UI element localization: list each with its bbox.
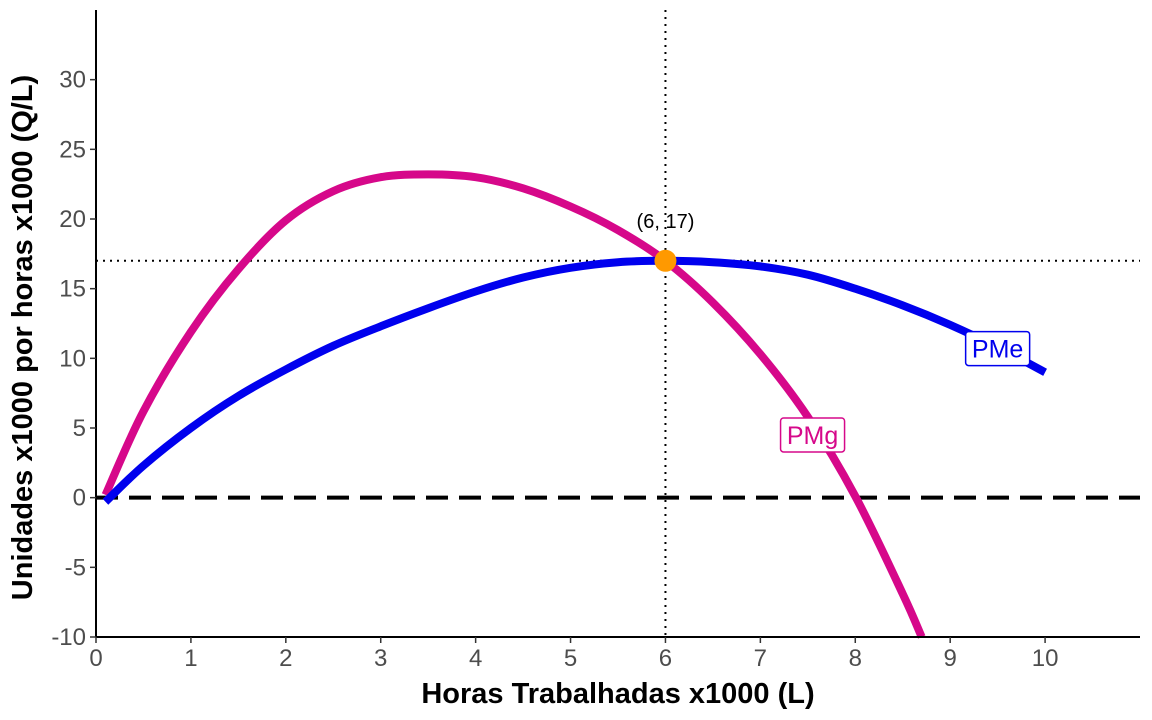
- y-tick-label: 20: [59, 206, 86, 233]
- y-tick-label: 25: [59, 136, 86, 163]
- y-tick-label: 10: [59, 345, 86, 372]
- axes: 0 1 2 3 4 5 6 7 8 9 10 -10 -5 0 5 10 15 20 25 30: [51, 10, 1140, 672]
- series-label-box-pmg: [779, 417, 846, 453]
- x-tick-label: 9: [944, 645, 957, 672]
- series-label-box-pme: [964, 330, 1031, 367]
- y-tick-label: 5: [73, 415, 86, 442]
- y-ticks: -10 -5 0 5 10 15 20 25 30: [51, 67, 96, 651]
- y-tick-label: -5: [65, 554, 86, 581]
- intersection-point: [654, 249, 677, 272]
- reference-lines: [96, 10, 1140, 637]
- x-ticks: 0 1 2 3 4 5 6 7 8 9 10: [89, 637, 1058, 672]
- x-axis-title: Horas Trabalhadas x1000 (L): [421, 678, 814, 710]
- series-layer: [101, 170, 1047, 639]
- x-tick-label: 10: [1032, 645, 1059, 672]
- series-label-pme: PMe: [972, 336, 1023, 364]
- intersection-point-label: (6, 17): [637, 211, 695, 233]
- x-tick-label: 5: [564, 645, 577, 672]
- x-tick-label: 4: [469, 645, 482, 672]
- x-tick-label: 7: [754, 645, 767, 672]
- y-tick-label: 15: [59, 276, 86, 303]
- y-axis-title: Unidades x1000 por horas x1000 (Q/L): [7, 75, 39, 600]
- series-label-pmg: PMg: [787, 422, 838, 450]
- y-tick-label: 30: [59, 67, 86, 94]
- x-tick-label: 2: [279, 645, 292, 672]
- y-tick-label: -10: [51, 624, 86, 651]
- series-line-pme: [102, 256, 1047, 505]
- x-tick-label: 0: [89, 645, 102, 672]
- series-label-layer: PMe PMg: [779, 330, 1031, 453]
- x-tick-label: 6: [659, 645, 672, 672]
- x-tick-label: 8: [849, 645, 862, 672]
- x-tick-label: 1: [184, 645, 197, 672]
- x-tick-label: 3: [374, 645, 387, 672]
- y-tick-label: 0: [73, 485, 86, 512]
